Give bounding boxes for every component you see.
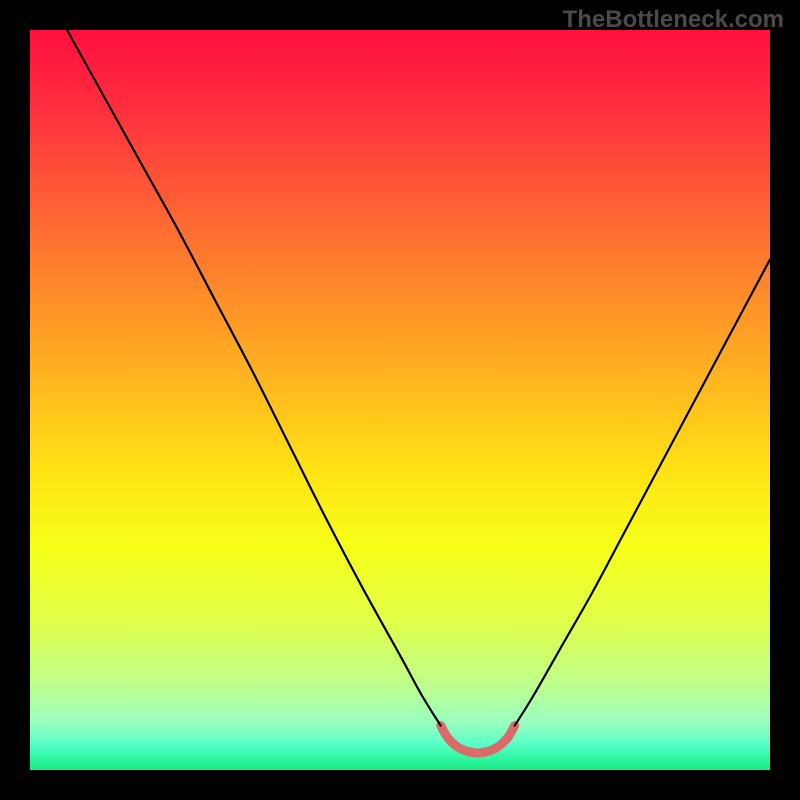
- chart-overlay: [30, 30, 770, 770]
- highlight-segment: [441, 726, 515, 753]
- chart-frame: TheBottleneck.com: [0, 0, 800, 800]
- curve-left: [67, 30, 441, 726]
- curve-right: [515, 259, 770, 725]
- watermark-text: TheBottleneck.com: [563, 6, 784, 34]
- plot-area: [30, 30, 770, 770]
